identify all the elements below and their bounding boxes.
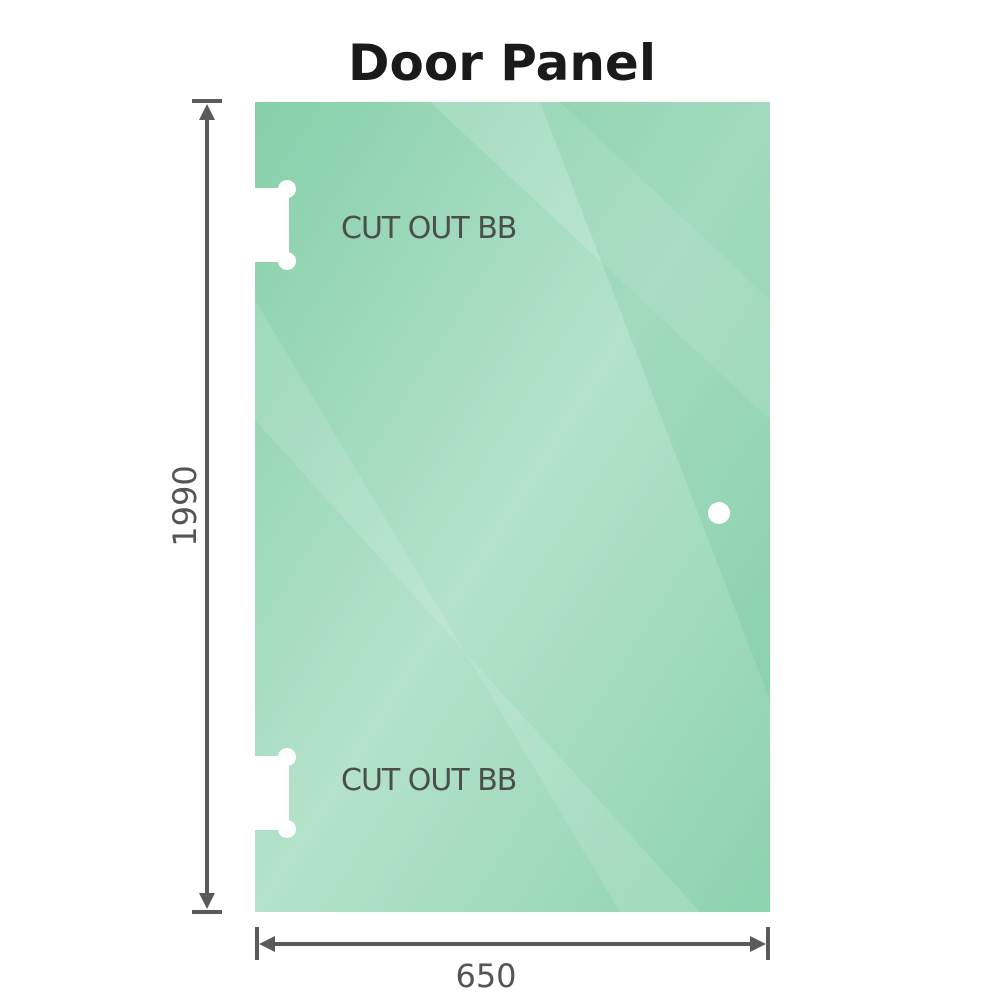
- cutout-bottom-label: CUT OUT BB: [341, 763, 516, 798]
- height-dimension-line: [192, 99, 222, 914]
- bottom-cutout: [255, 748, 296, 838]
- width-dimension-line: [255, 927, 770, 960]
- diagram-title: Door Panel: [348, 34, 656, 92]
- top-cutout: [255, 180, 296, 270]
- glass-panel: [255, 102, 770, 912]
- handle-hole: [708, 502, 730, 524]
- height-dimension: 1990: [166, 465, 204, 546]
- width-dimension: 650: [455, 957, 516, 995]
- cutout-top-label: CUT OUT BB: [341, 211, 516, 246]
